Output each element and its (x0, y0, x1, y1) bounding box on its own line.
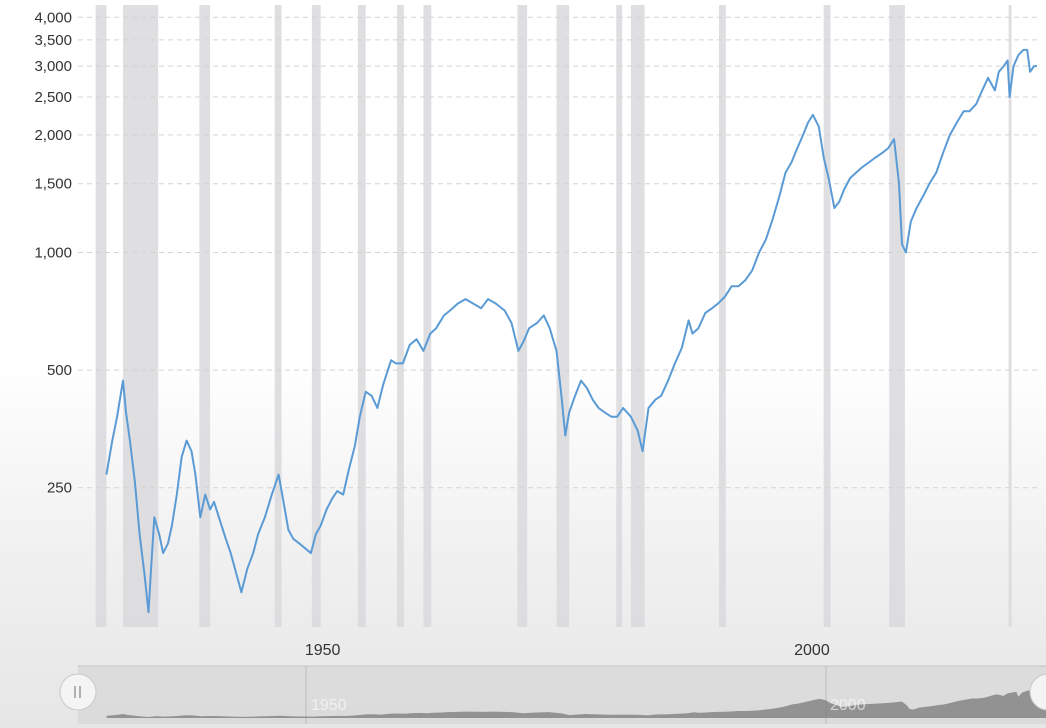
navigator-tick-label: 2000 (830, 697, 866, 714)
range-navigator[interactable]: 1950 2000 (59, 665, 1046, 724)
recession-band (311, 5, 321, 627)
y-tick-label: 500 (47, 362, 72, 379)
x-tick-label: 2000 (794, 642, 830, 659)
y-tick-label: 2,500 (34, 89, 72, 106)
recession-band (357, 5, 366, 627)
navigator-area-series (106, 690, 1046, 718)
y-tick-label: 1,000 (34, 244, 72, 261)
recession-band (630, 5, 645, 627)
y-tick-label: 3,500 (34, 32, 72, 49)
navigator-tick-label: 1950 (311, 697, 347, 714)
plot-area (105, 48, 1037, 614)
recession-band (718, 5, 726, 627)
recession-band (274, 5, 282, 627)
y-tick-label: 250 (47, 480, 72, 497)
series-line (105, 48, 1037, 614)
y-tick-label: 1,500 (34, 176, 72, 193)
recession-band (123, 5, 159, 627)
navigator-left-handle[interactable] (59, 673, 97, 711)
pause-grip-icon (74, 686, 81, 698)
recession-band (556, 5, 570, 627)
recession-band (199, 5, 211, 627)
x-tick-label: 1950 (305, 642, 341, 659)
recession-bands (95, 5, 1012, 627)
recession-band (423, 5, 432, 627)
gridlines (78, 16, 1037, 489)
y-tick-label: 4,000 (34, 9, 72, 26)
y-tick-label: 2,000 (34, 127, 72, 144)
recession-band (823, 5, 831, 627)
recession-band (616, 5, 623, 627)
navigator-right-handle[interactable] (1029, 673, 1046, 711)
recession-band (1008, 5, 1012, 627)
recession-band (889, 5, 905, 627)
recession-band (95, 5, 107, 627)
recession-band (517, 5, 528, 627)
recession-band (397, 5, 404, 627)
y-tick-label: 3,000 (34, 58, 72, 75)
y-axis: 250 500 1,000 1,500 2,000 2,500 3,000 3,500 4,00… (34, 9, 72, 496)
x-axis: 1950 2000 (305, 642, 830, 659)
